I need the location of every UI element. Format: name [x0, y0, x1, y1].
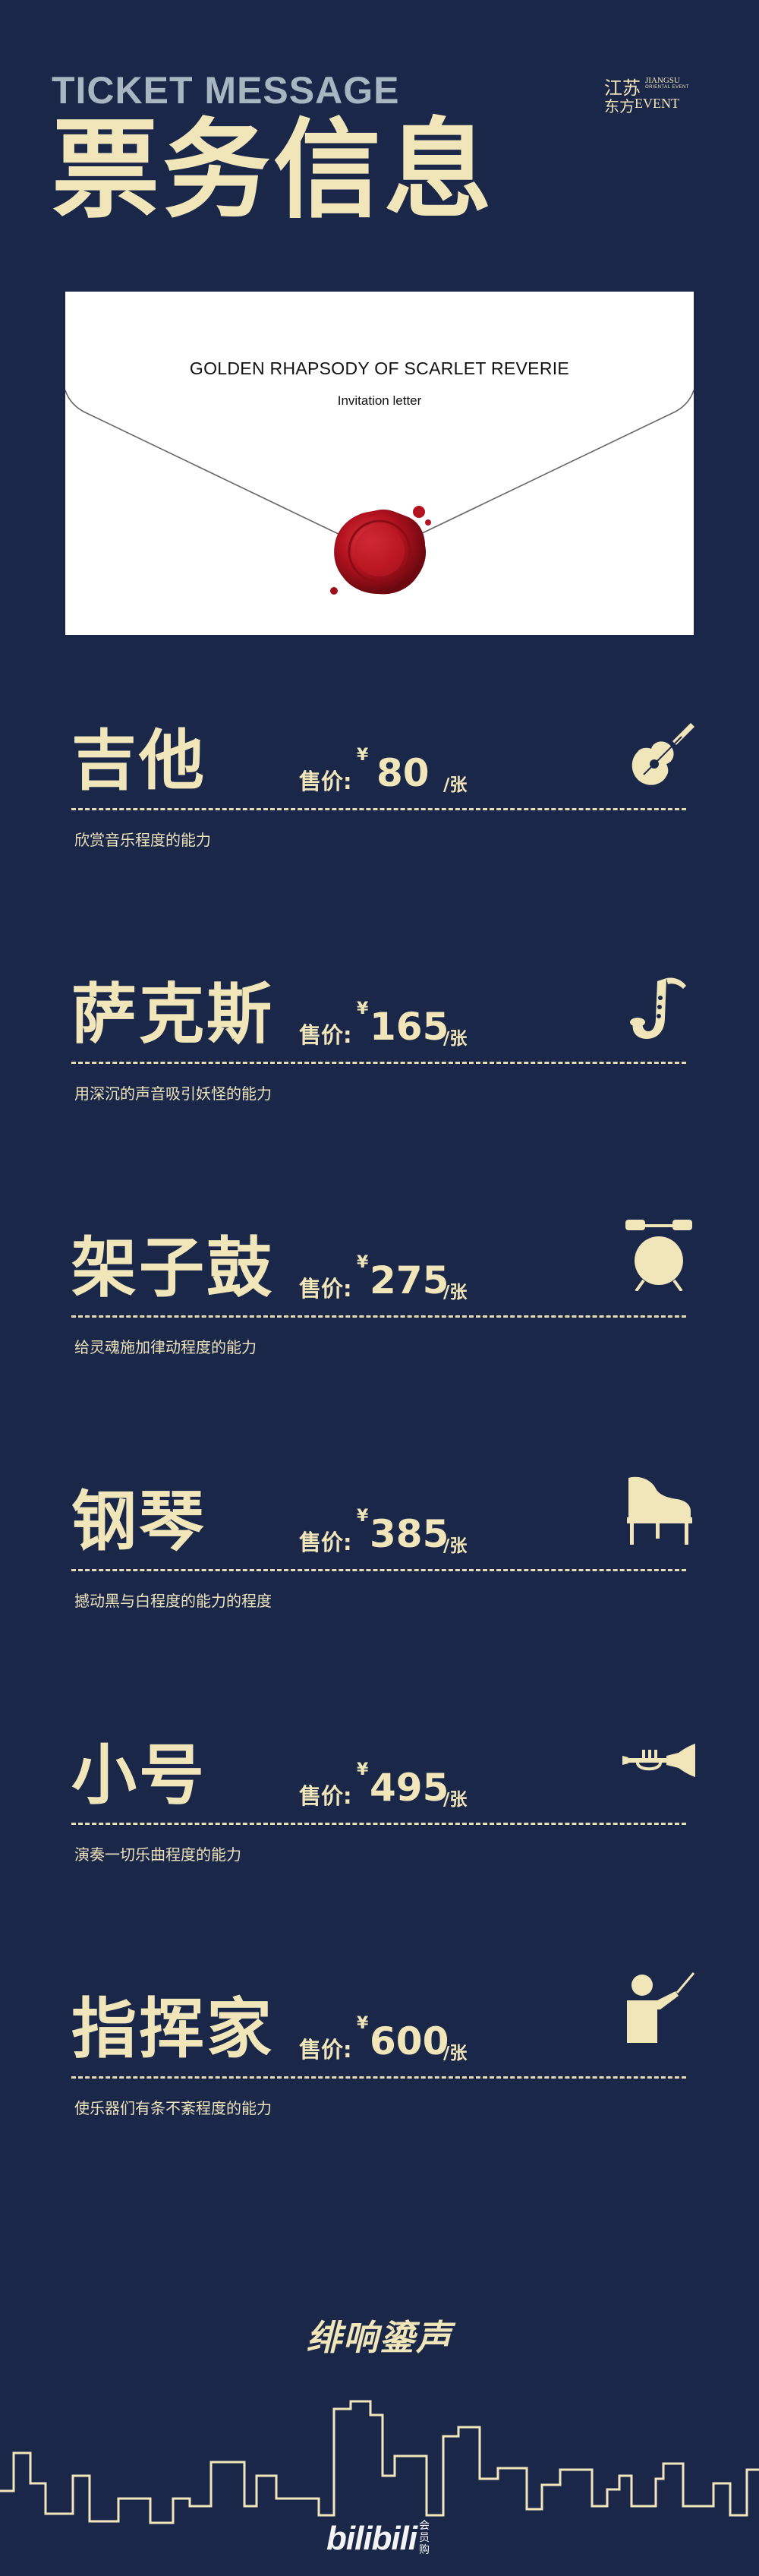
brand-zh-line1: 江苏: [604, 77, 641, 99]
city-skyline: [0, 2400, 759, 2524]
dashed-divider: [71, 1823, 686, 1825]
ticket-item: 吉他 售价: ¥ 80 /张 欣赏音乐程度的能力: [0, 723, 759, 905]
currency-symbol: ¥: [357, 1507, 369, 1526]
currency-symbol: ¥: [357, 746, 369, 765]
envelope-flap-lines: [65, 390, 694, 537]
currency-symbol: ¥: [357, 1253, 369, 1272]
dashed-divider: [71, 808, 686, 810]
price-label: 售价:: [299, 1530, 352, 1555]
price-unit: /张: [443, 1790, 468, 1810]
ticket-description: 欣赏音乐程度的能力: [74, 831, 211, 849]
piano-icon: [627, 1476, 692, 1545]
dashed-divider: [71, 1062, 686, 1064]
invitation-title: GOLDEN RHAPSODY OF SCARLET REVERIE: [189, 358, 570, 378]
ticket-price: 495: [370, 1766, 449, 1810]
ticket-name: 小号: [71, 1738, 206, 1814]
ticket-price: 165: [370, 1005, 449, 1049]
invitation-envelope: GOLDEN RHAPSODY OF SCARLET REVERIE Invit…: [65, 292, 694, 635]
price-unit: /张: [443, 775, 468, 795]
dashed-divider: [71, 1315, 686, 1318]
trumpet-icon: [622, 1744, 695, 1777]
drum-icon: [625, 1220, 692, 1291]
ticket-name: 指挥家: [71, 1991, 274, 2067]
ticket-name: 架子鼓: [71, 1230, 274, 1306]
ticket-item: 小号 售价: ¥ 495 /张 演奏一切乐曲程度的能力: [0, 1738, 759, 1920]
brand-en-line1: JIANGSU: [645, 76, 680, 85]
guitar-icon: [631, 723, 694, 785]
bilibili-logo: bilibili: [326, 2520, 417, 2557]
dashed-divider: [71, 1569, 686, 1571]
ticket-name: 吉他: [71, 723, 206, 799]
brand-logo: 江苏 JIANGSU ORIENTAL EVENT 东方 EVENT: [604, 73, 695, 115]
price-label: 售价:: [299, 769, 352, 794]
brand-en-line2: ORIENTAL EVENT: [645, 85, 690, 90]
price-label: 售价:: [299, 1276, 352, 1302]
saxophone-icon: [630, 977, 686, 1039]
page-title-zh: 票务信息: [52, 108, 495, 233]
conductor-icon: [627, 1972, 695, 2043]
dashed-divider: [71, 2076, 686, 2079]
ticket-price: 385: [370, 1512, 449, 1556]
currency-symbol: ¥: [357, 999, 369, 1018]
price-unit: /张: [443, 2044, 468, 2063]
ticket-price: 600: [370, 2019, 449, 2063]
bilibili-mall-label: 会员购: [419, 2520, 430, 2556]
ticket-description: 撼动黑与白程度的能力的程度: [74, 1592, 272, 1610]
page-title-en: TICKET MESSAGE: [52, 69, 400, 112]
wax-seal-icon: [330, 506, 431, 595]
price-label: 售价:: [299, 1783, 352, 1809]
ticket-description: 给灵魂施加律动程度的能力: [74, 1338, 257, 1356]
price-unit: /张: [443, 1536, 468, 1556]
ticket-item: 钢琴 售价: ¥ 385 /张 撼动黑与白程度的能力的程度: [0, 1476, 759, 1666]
ticket-name: 萨克斯: [71, 977, 274, 1053]
invitation-subtitle: Invitation letter: [337, 393, 422, 408]
ticket-item: 指挥家 售价: ¥ 600 /张 使乐器们有条不紊程度的能力: [0, 1972, 759, 2174]
price-label: 售价:: [299, 1022, 352, 1048]
ticket-item: 架子鼓 售价: ¥ 275 /张 给灵魂施加律动程度的能力: [0, 1220, 759, 1413]
price-label: 售价:: [299, 2037, 352, 2063]
brand-en-line3: EVENT: [635, 96, 679, 111]
ticket-name: 钢琴: [71, 1484, 206, 1560]
currency-symbol: ¥: [357, 2014, 369, 2033]
ticket-price: 275: [370, 1258, 449, 1302]
event-logo: 绯响鎏声: [307, 2317, 452, 2358]
ticket-description: 演奏一切乐曲程度的能力: [74, 1845, 241, 1864]
price-unit: /张: [443, 1029, 468, 1049]
ticket-item: 萨克斯 售价: ¥ 165 /张 用深沉的声音吸引妖怪的能力: [0, 977, 759, 1159]
ticket-description: 使乐器们有条不紊程度的能力: [74, 2099, 272, 2117]
price-unit: /张: [443, 1283, 468, 1302]
currency-symbol: ¥: [357, 1760, 369, 1779]
ticket-description: 用深沉的声音吸引妖怪的能力: [74, 1084, 272, 1103]
ticket-price: 80: [376, 751, 430, 795]
brand-zh-line2: 东方: [604, 97, 635, 115]
